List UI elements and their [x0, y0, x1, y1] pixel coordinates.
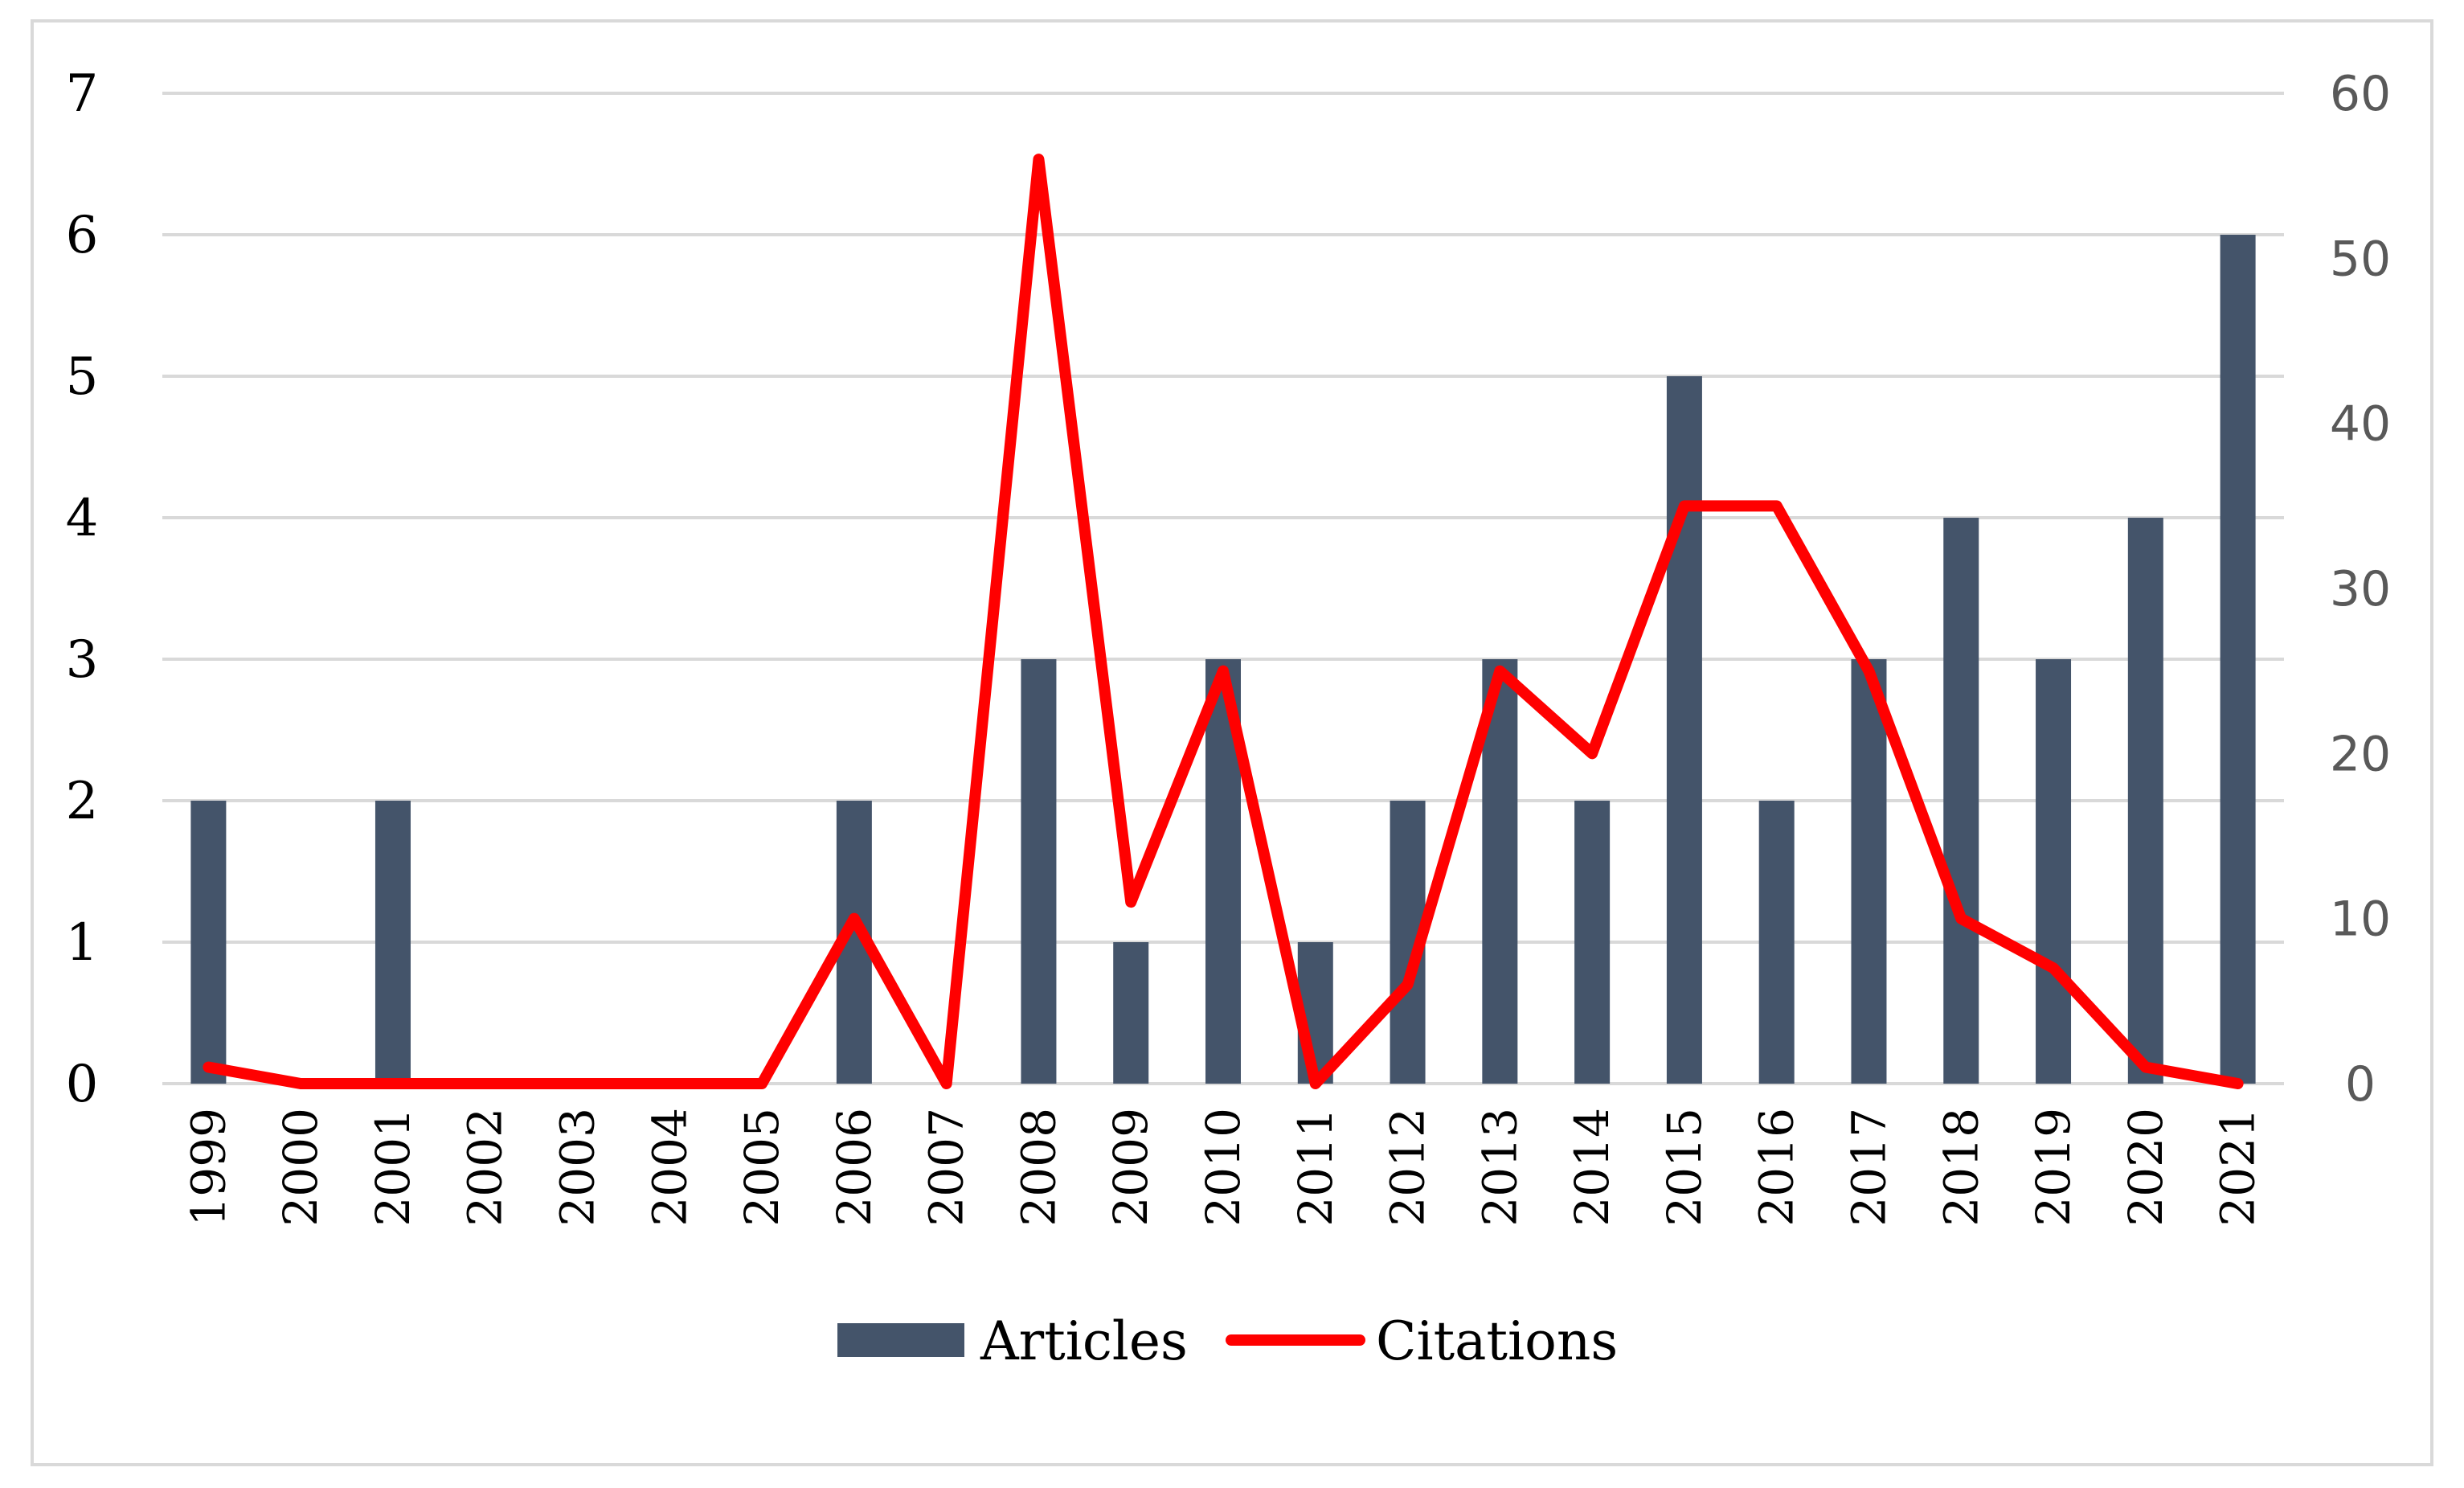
x-tick-label: 2015: [1657, 1108, 1712, 1227]
point-citations-2002: [484, 1083, 486, 1084]
left-tick-label: 5: [66, 347, 99, 407]
bar-articles-2008: [1021, 659, 1057, 1084]
articles-bars: [190, 235, 2256, 1084]
bar-articles-2014: [1574, 801, 1611, 1084]
x-tick-label: 2020: [2118, 1108, 2173, 1227]
left-tick-label: 6: [66, 206, 99, 265]
legend-articles-label: Articles: [980, 1310, 1188, 1372]
left-tick-label: 3: [66, 630, 99, 690]
point-citations-2008: [1038, 158, 1040, 161]
x-tick-label: 2009: [1103, 1108, 1158, 1227]
bar-articles-1999: [190, 801, 227, 1084]
point-citations-2007: [945, 1083, 948, 1084]
point-citations-2015: [1683, 505, 1685, 507]
left-tick-label: 2: [66, 772, 99, 831]
left-tick-label: 0: [66, 1055, 99, 1114]
right-tick-label: 30: [2330, 561, 2391, 617]
legend-citations-label: Citations: [1376, 1310, 1618, 1372]
point-citations-2003: [576, 1083, 579, 1084]
x-tick-label: 2007: [919, 1108, 974, 1227]
point-citations-2011: [1314, 1083, 1316, 1084]
point-citations-2016: [1775, 505, 1778, 507]
point-citations-2020: [2144, 1066, 2147, 1068]
point-citations-2017: [1868, 670, 1870, 672]
bar-articles-2016: [1758, 801, 1795, 1084]
x-tick-label: 2014: [1565, 1108, 1619, 1227]
legend: Articles Citations: [837, 1310, 1618, 1372]
x-tick-label: 2017: [1841, 1108, 1896, 1227]
x-tick-label: 2018: [1934, 1108, 1988, 1227]
right-tick-label: 10: [2330, 892, 2391, 948]
x-tick-label: 2008: [1011, 1108, 1066, 1227]
x-tick-label: 2001: [366, 1108, 420, 1227]
x-axis: 1999 2000 2001 2002 2003 2004 2005 2006 2007 2008…: [181, 1108, 2265, 1227]
x-tick-label: 2021: [2211, 1108, 2265, 1227]
point-citations-2014: [1591, 752, 1594, 755]
left-tick-label: 1: [66, 913, 99, 973]
left-tick-label: 4: [66, 489, 99, 548]
point-citations-2004: [669, 1083, 671, 1084]
x-tick-label: 2012: [1381, 1108, 1435, 1227]
legend-articles-swatch: [837, 1323, 964, 1357]
x-tick-label: 2005: [735, 1108, 789, 1227]
x-tick-label: 1999: [181, 1108, 235, 1227]
right-tick-label: 60: [2330, 66, 2391, 122]
point-citations-2021: [2237, 1083, 2239, 1084]
point-citations-2018: [1960, 917, 1963, 920]
point-citations-2001: [391, 1083, 394, 1084]
point-citations-2019: [2053, 967, 2055, 969]
point-citations-1999: [207, 1066, 210, 1068]
bar-articles-2021: [2220, 235, 2256, 1084]
x-tick-label: 2000: [273, 1108, 328, 1227]
right-tick-label: 40: [2330, 396, 2391, 453]
chart-frame: 0 1 2 3 4 5 6 7 0 10 20 30 40 50 60 1999 2000 2001 2002 2…: [31, 19, 2433, 1466]
bar-articles-2018: [1943, 518, 1979, 1084]
bar-articles-2019: [2036, 659, 2072, 1084]
x-tick-label: 2011: [1288, 1108, 1343, 1227]
x-tick-label: 2019: [2026, 1108, 2081, 1227]
point-citations-2000: [300, 1083, 302, 1084]
x-tick-label: 2010: [1196, 1108, 1250, 1227]
x-tick-label: 2016: [1750, 1108, 1804, 1227]
right-tick-label: 20: [2330, 726, 2391, 782]
x-tick-label: 2002: [458, 1108, 513, 1227]
point-citations-2013: [1499, 670, 1501, 672]
point-citations-2005: [761, 1083, 763, 1084]
point-citations-2010: [1222, 670, 1224, 672]
right-tick-label: 50: [2330, 231, 2391, 287]
x-tick-label: 2004: [642, 1108, 697, 1227]
right-y-axis: 0 10 20 30 40 50 60: [2330, 66, 2391, 1113]
point-citations-2012: [1406, 983, 1409, 986]
bar-articles-2017: [1851, 659, 1887, 1084]
x-tick-label: 2013: [1472, 1108, 1527, 1227]
right-tick-label: 0: [2345, 1056, 2376, 1113]
point-citations-2006: [853, 917, 855, 920]
bar-articles-2015: [1666, 376, 1702, 1084]
citations-line-layer: [203, 154, 2244, 1089]
bar-articles-2001: [375, 801, 411, 1084]
x-tick-label: 2006: [827, 1108, 882, 1227]
x-tick-label: 2003: [551, 1108, 605, 1227]
left-y-axis: 0 1 2 3 4 5 6 7: [66, 64, 99, 1114]
combo-chart: 0 1 2 3 4 5 6 7 0 10 20 30 40 50 60 1999 2000 2001 2002 2…: [66, 64, 2392, 1372]
point-citations-2009: [1130, 901, 1132, 904]
left-tick-label: 7: [66, 64, 99, 124]
bar-articles-2009: [1113, 942, 1149, 1084]
bar-articles-2020: [2127, 518, 2163, 1084]
